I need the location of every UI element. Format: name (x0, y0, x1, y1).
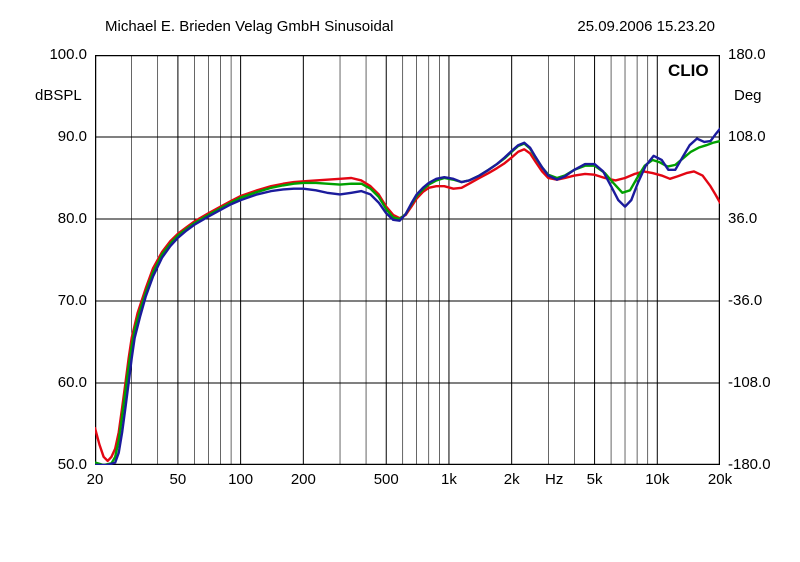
chart-container: Michael E. Brieden Velag GmbH Sinusoidal… (0, 0, 800, 562)
yright-unit: Deg (734, 87, 762, 104)
x-tick-2k: 2k (504, 471, 520, 488)
yright-tick-108: 108.0 (728, 128, 778, 145)
x-tick-20k: 20k (708, 471, 732, 488)
yleft-tick-80: 80.0 (37, 210, 87, 227)
x-tick-50: 50 (170, 471, 187, 488)
yright-tick--180: -180.0 (728, 456, 778, 473)
yleft-tick-60: 60.0 (37, 374, 87, 391)
series-green (95, 141, 720, 465)
yleft-tick-90: 90.0 (37, 128, 87, 145)
header-title-left: Michael E. Brieden Velag GmbH Sinusoidal (105, 18, 394, 35)
yright-tick-36: 36.0 (728, 210, 778, 227)
yleft-tick-100: 100.0 (37, 46, 87, 63)
x-tick-1k: 1k (441, 471, 457, 488)
x-tick-5k: 5k (587, 471, 603, 488)
x-tick-20: 20 (87, 471, 104, 488)
yright-tick--36: -36.0 (728, 292, 778, 309)
x-tick-10k: 10k (645, 471, 669, 488)
series-red (95, 149, 720, 461)
plot-area (95, 55, 720, 465)
yleft-tick-70: 70.0 (37, 292, 87, 309)
yright-tick--108: -108.0 (728, 374, 778, 391)
series-blue (95, 129, 720, 465)
yleft-unit: dBSPL (35, 87, 82, 104)
clio-logo: CLIO (668, 61, 709, 81)
yleft-tick-50: 50.0 (37, 456, 87, 473)
header-title-right: 25.09.2006 15.23.20 (577, 18, 715, 35)
x-tick-100: 100 (228, 471, 253, 488)
x-unit-hz: Hz (545, 471, 563, 488)
x-tick-200: 200 (291, 471, 316, 488)
chart-svg (95, 55, 720, 465)
x-tick-500: 500 (374, 471, 399, 488)
yright-tick-180: 180.0 (728, 46, 778, 63)
